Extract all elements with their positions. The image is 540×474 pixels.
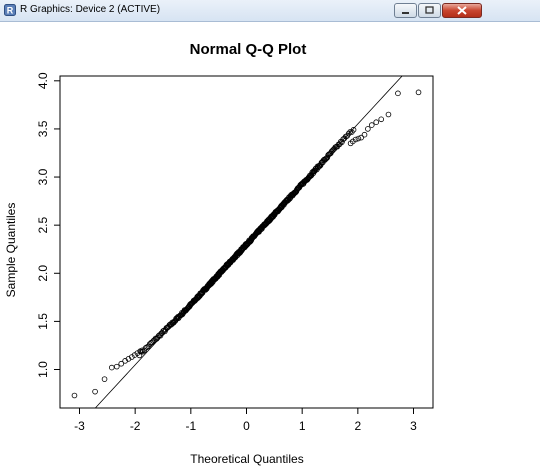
qq-point (323, 155, 330, 162)
qq-point (101, 376, 108, 382)
qq-point (358, 134, 364, 141)
qq-point (378, 116, 385, 123)
x-axis: -3 -2 -1 0 1 2 3 (74, 407, 417, 433)
qq-point (324, 154, 331, 161)
qq-point (355, 135, 362, 142)
x-tick-label: -3 (74, 419, 85, 433)
qq-point (361, 131, 368, 138)
qq-point (415, 89, 422, 96)
qq-point (368, 122, 375, 128)
qq-point (395, 90, 401, 97)
qq-point (129, 354, 135, 360)
qq-point (329, 147, 336, 154)
x-tick-label: 1 (299, 419, 306, 433)
x-tick-label: 2 (354, 419, 361, 433)
window-title: R Graphics: Device 2 (ACTIVE) (20, 4, 161, 15)
qq-point (139, 348, 146, 355)
qq-point (138, 348, 144, 355)
qq-point (352, 136, 359, 143)
window-titlebar[interactable]: R R Graphics: Device 2 (ACTIVE) (0, 0, 540, 22)
qq-plot: Normal Q-Q Plot -3 -2 -1 0 1 2 3 1.0 1.5 2.0 2.5 3… (4, 41, 434, 466)
y-tick-label: 3.5 (36, 120, 50, 137)
qq-point (113, 363, 120, 370)
maximize-button[interactable] (418, 3, 441, 18)
x-tick-label: 3 (410, 419, 417, 433)
close-button[interactable] (442, 3, 482, 18)
qq-point (92, 388, 98, 395)
y-tick-label: 2.0 (36, 265, 50, 282)
minimize-button[interactable] (394, 3, 417, 18)
y-tick-label: 4.0 (36, 72, 50, 89)
qq-point (118, 360, 125, 367)
qq-point (365, 126, 371, 132)
qq-point (142, 345, 149, 351)
reference-line (95, 75, 403, 409)
close-icon (457, 6, 467, 15)
data-points (71, 89, 422, 399)
y-axis: 1.0 1.5 2.0 2.5 3.0 3.5 4.0 (36, 72, 61, 378)
qq-point (385, 111, 392, 118)
y-tick-label: 3.0 (36, 168, 50, 185)
x-tick-label: -1 (185, 419, 196, 433)
y-tick-label: 1.5 (36, 313, 50, 330)
qq-point (373, 119, 380, 125)
qq-point (350, 127, 357, 133)
svg-text:R: R (7, 6, 14, 16)
reference-line-group (95, 75, 403, 409)
y-tick-label: 2.5 (36, 216, 50, 233)
x-tick-label: -2 (130, 419, 141, 433)
r-app-icon: R (4, 4, 16, 16)
y-axis-label: Sample Quantiles (4, 203, 18, 298)
qq-point (108, 364, 115, 371)
maximize-icon (425, 6, 434, 14)
minimize-icon (402, 12, 409, 14)
chart-title: Normal Q-Q Plot (190, 41, 307, 58)
y-tick-label: 1.0 (36, 361, 50, 378)
qq-point (350, 138, 356, 145)
qq-point (71, 392, 78, 399)
x-tick-label: 0 (243, 419, 250, 433)
x-axis-label: Theoretical Quantiles (190, 452, 303, 466)
qq-point (345, 130, 352, 137)
qq-point (339, 139, 345, 145)
